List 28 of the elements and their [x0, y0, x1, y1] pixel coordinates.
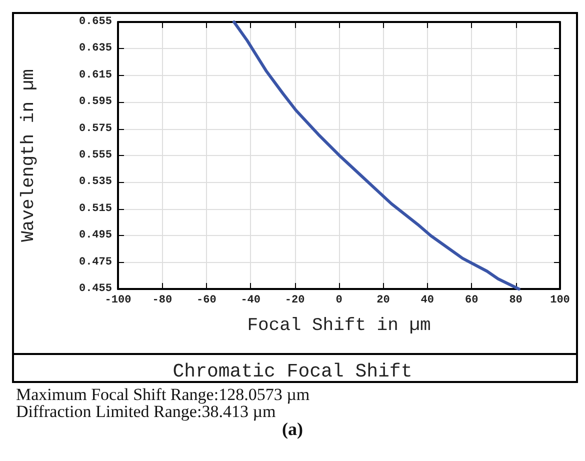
x-tick-label: -80: [152, 294, 172, 306]
x-tick-label: 60: [465, 294, 478, 306]
y-tick-label: 0.535: [78, 176, 112, 188]
y-tick-label: 0.635: [78, 42, 112, 55]
y-tick-label: 0.615: [78, 69, 112, 82]
y-tick-label: 0.515: [78, 202, 112, 215]
x-tick-label: 40: [420, 294, 434, 306]
x-tick-label: 0: [336, 294, 342, 306]
y-tick-label: 0.555: [78, 150, 112, 162]
x-tick-label: 100: [550, 294, 570, 306]
y-axis-title: Wavelength in µm: [19, 69, 39, 242]
text: Chromatic Focal Shift: [172, 360, 412, 382]
x-tick-label: 80: [509, 294, 522, 306]
line-series: [232, 20, 520, 290]
x-tick-label: -40: [240, 294, 261, 306]
y-tick-label: 0.655: [78, 16, 112, 28]
text: (a): [282, 419, 304, 439]
x-tick-label: -60: [196, 294, 216, 306]
text: Maximum Focal Shift Range:128.0573 µm: [16, 385, 310, 404]
y-tick-label: 0.495: [78, 230, 112, 242]
y-tick-label: 0.455: [78, 283, 112, 295]
x-tick-label: 20: [376, 294, 390, 306]
x-tick-label: -100: [104, 294, 132, 306]
x-axis-title: Focal Shift in µm: [247, 316, 431, 336]
y-tick-label: 0.595: [78, 96, 112, 108]
y-tick-label: 0.475: [78, 256, 112, 268]
x-tick-label: -20: [284, 294, 305, 306]
y-tick-label: 0.575: [78, 122, 112, 135]
